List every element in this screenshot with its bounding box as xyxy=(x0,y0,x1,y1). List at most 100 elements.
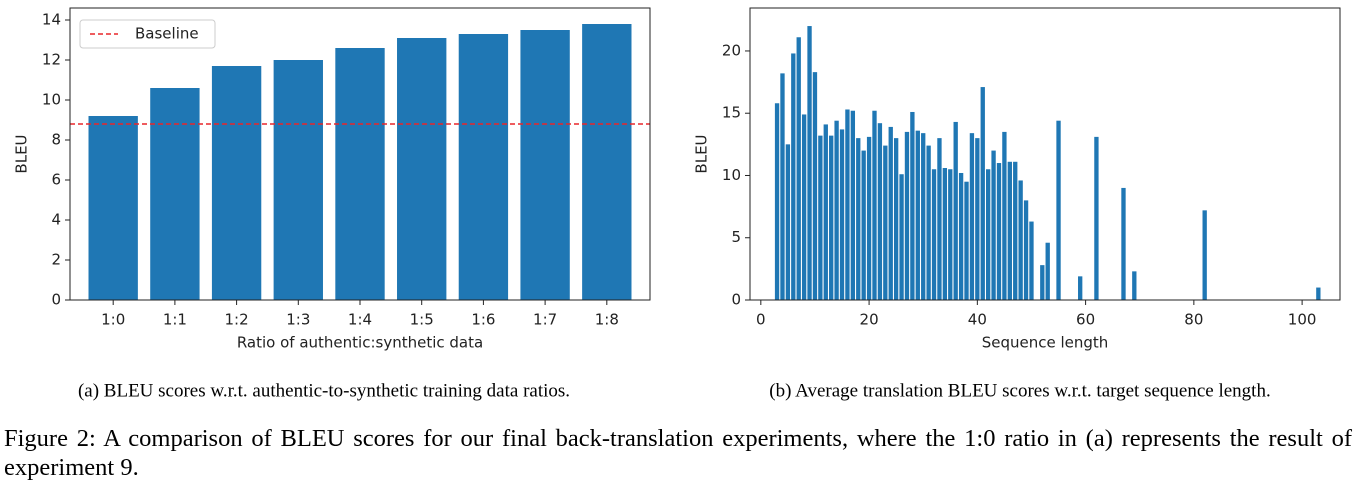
bar xyxy=(812,72,818,300)
bar xyxy=(1040,265,1045,300)
bar xyxy=(861,150,866,300)
x-tick-label: 1:0 xyxy=(101,311,125,329)
bar xyxy=(458,34,509,300)
x-tick-label: 0 xyxy=(756,311,766,329)
bar xyxy=(991,150,996,300)
bar xyxy=(829,135,834,300)
y-tick-label: 2 xyxy=(51,251,61,269)
y-axis-label: BLEU xyxy=(693,134,711,173)
bar xyxy=(975,138,980,300)
bar xyxy=(866,136,872,300)
figure-caption: Figure 2: A comparison of BLEU scores fo… xyxy=(4,425,1352,481)
bar xyxy=(986,169,991,300)
y-tick-label: 0 xyxy=(731,291,741,309)
y-tick-label: 14 xyxy=(42,11,61,29)
subcaption: (a) BLEU scores w.r.t. authentic-to-synt… xyxy=(78,380,570,401)
bar xyxy=(1202,210,1207,300)
bar xyxy=(915,130,920,300)
bar xyxy=(1094,136,1099,300)
x-tick-label: 1:4 xyxy=(348,311,372,329)
bar xyxy=(969,133,975,300)
y-tick-label: 10 xyxy=(42,91,61,109)
bar xyxy=(953,121,958,300)
bar xyxy=(921,133,926,300)
y-tick-label: 20 xyxy=(722,41,741,59)
y-axis-label: BLEU xyxy=(13,134,31,173)
x-tick-label: 80 xyxy=(1184,311,1203,329)
figure: 1:0 1:1 1:2 1:3 1:4 1:5 1:6 1:7 1:8 0 2 4 6 8 10 12 14 Ba… xyxy=(13,7,1341,401)
bar xyxy=(818,135,823,300)
bar xyxy=(1023,200,1029,300)
bar xyxy=(893,138,899,300)
bar xyxy=(931,169,937,300)
x-tick-label: 60 xyxy=(1076,311,1095,329)
x-tick-label: 1:7 xyxy=(533,311,557,329)
bar xyxy=(856,138,861,300)
x-axis-label: Sequence length xyxy=(982,334,1109,352)
axes-frame xyxy=(749,7,1341,301)
x-tick-label: 20 xyxy=(860,311,879,329)
bar xyxy=(1078,276,1083,300)
bar xyxy=(1316,287,1321,300)
y-tick-label: 12 xyxy=(42,51,61,69)
x-tick-label: 1:2 xyxy=(225,311,249,329)
bar xyxy=(397,38,447,300)
bar xyxy=(150,88,200,300)
bar xyxy=(937,138,942,300)
bar xyxy=(872,110,877,300)
x-tick-label: 1:5 xyxy=(410,311,434,329)
y-tick-label: 6 xyxy=(51,171,61,189)
bar xyxy=(1121,187,1126,300)
bar xyxy=(845,109,850,300)
bar xyxy=(964,181,969,300)
bar xyxy=(1018,180,1023,300)
bar xyxy=(899,174,904,300)
bar xyxy=(996,163,1002,300)
bar xyxy=(801,114,807,301)
bar xyxy=(877,123,883,300)
bar xyxy=(1132,271,1137,300)
x-tick-label: 1:1 xyxy=(163,311,187,329)
bar xyxy=(791,53,796,301)
y-tick-label: 4 xyxy=(51,211,61,229)
y-tick-label: 8 xyxy=(51,131,61,149)
legend-label: Baseline xyxy=(135,25,199,43)
bar xyxy=(910,111,915,300)
bar xyxy=(785,144,791,300)
bar xyxy=(774,103,780,300)
bar xyxy=(1002,131,1007,300)
bar xyxy=(980,87,985,300)
bar xyxy=(948,169,953,300)
bar xyxy=(839,129,845,300)
bar xyxy=(904,131,910,300)
legend-box xyxy=(79,19,216,49)
x-tick-label: 1:3 xyxy=(286,311,310,329)
bar xyxy=(796,37,801,300)
bar xyxy=(942,168,948,300)
bar xyxy=(1056,120,1061,301)
bar xyxy=(883,145,888,300)
x-tick-label: 1:8 xyxy=(595,311,619,329)
bar xyxy=(88,116,138,300)
bar xyxy=(1029,221,1034,300)
bar xyxy=(1013,161,1018,300)
bar xyxy=(520,30,570,300)
bar xyxy=(888,126,893,301)
bar xyxy=(273,60,323,300)
bar xyxy=(1007,161,1012,300)
bar xyxy=(780,73,785,300)
bar xyxy=(1045,242,1050,300)
x-axis-label: Ratio of authentic:synthetic data xyxy=(237,334,483,352)
x-tick-label: 40 xyxy=(968,311,987,329)
bar xyxy=(807,26,812,300)
y-tick-label: 0 xyxy=(51,291,61,309)
y-tick-label: 10 xyxy=(722,166,741,184)
x-tick-label: 1:6 xyxy=(471,311,495,329)
axes-frame xyxy=(69,7,651,301)
y-tick-label: 5 xyxy=(731,228,741,246)
bar xyxy=(926,145,931,300)
bar xyxy=(823,124,828,300)
bar xyxy=(850,110,856,300)
bar xyxy=(335,48,385,300)
